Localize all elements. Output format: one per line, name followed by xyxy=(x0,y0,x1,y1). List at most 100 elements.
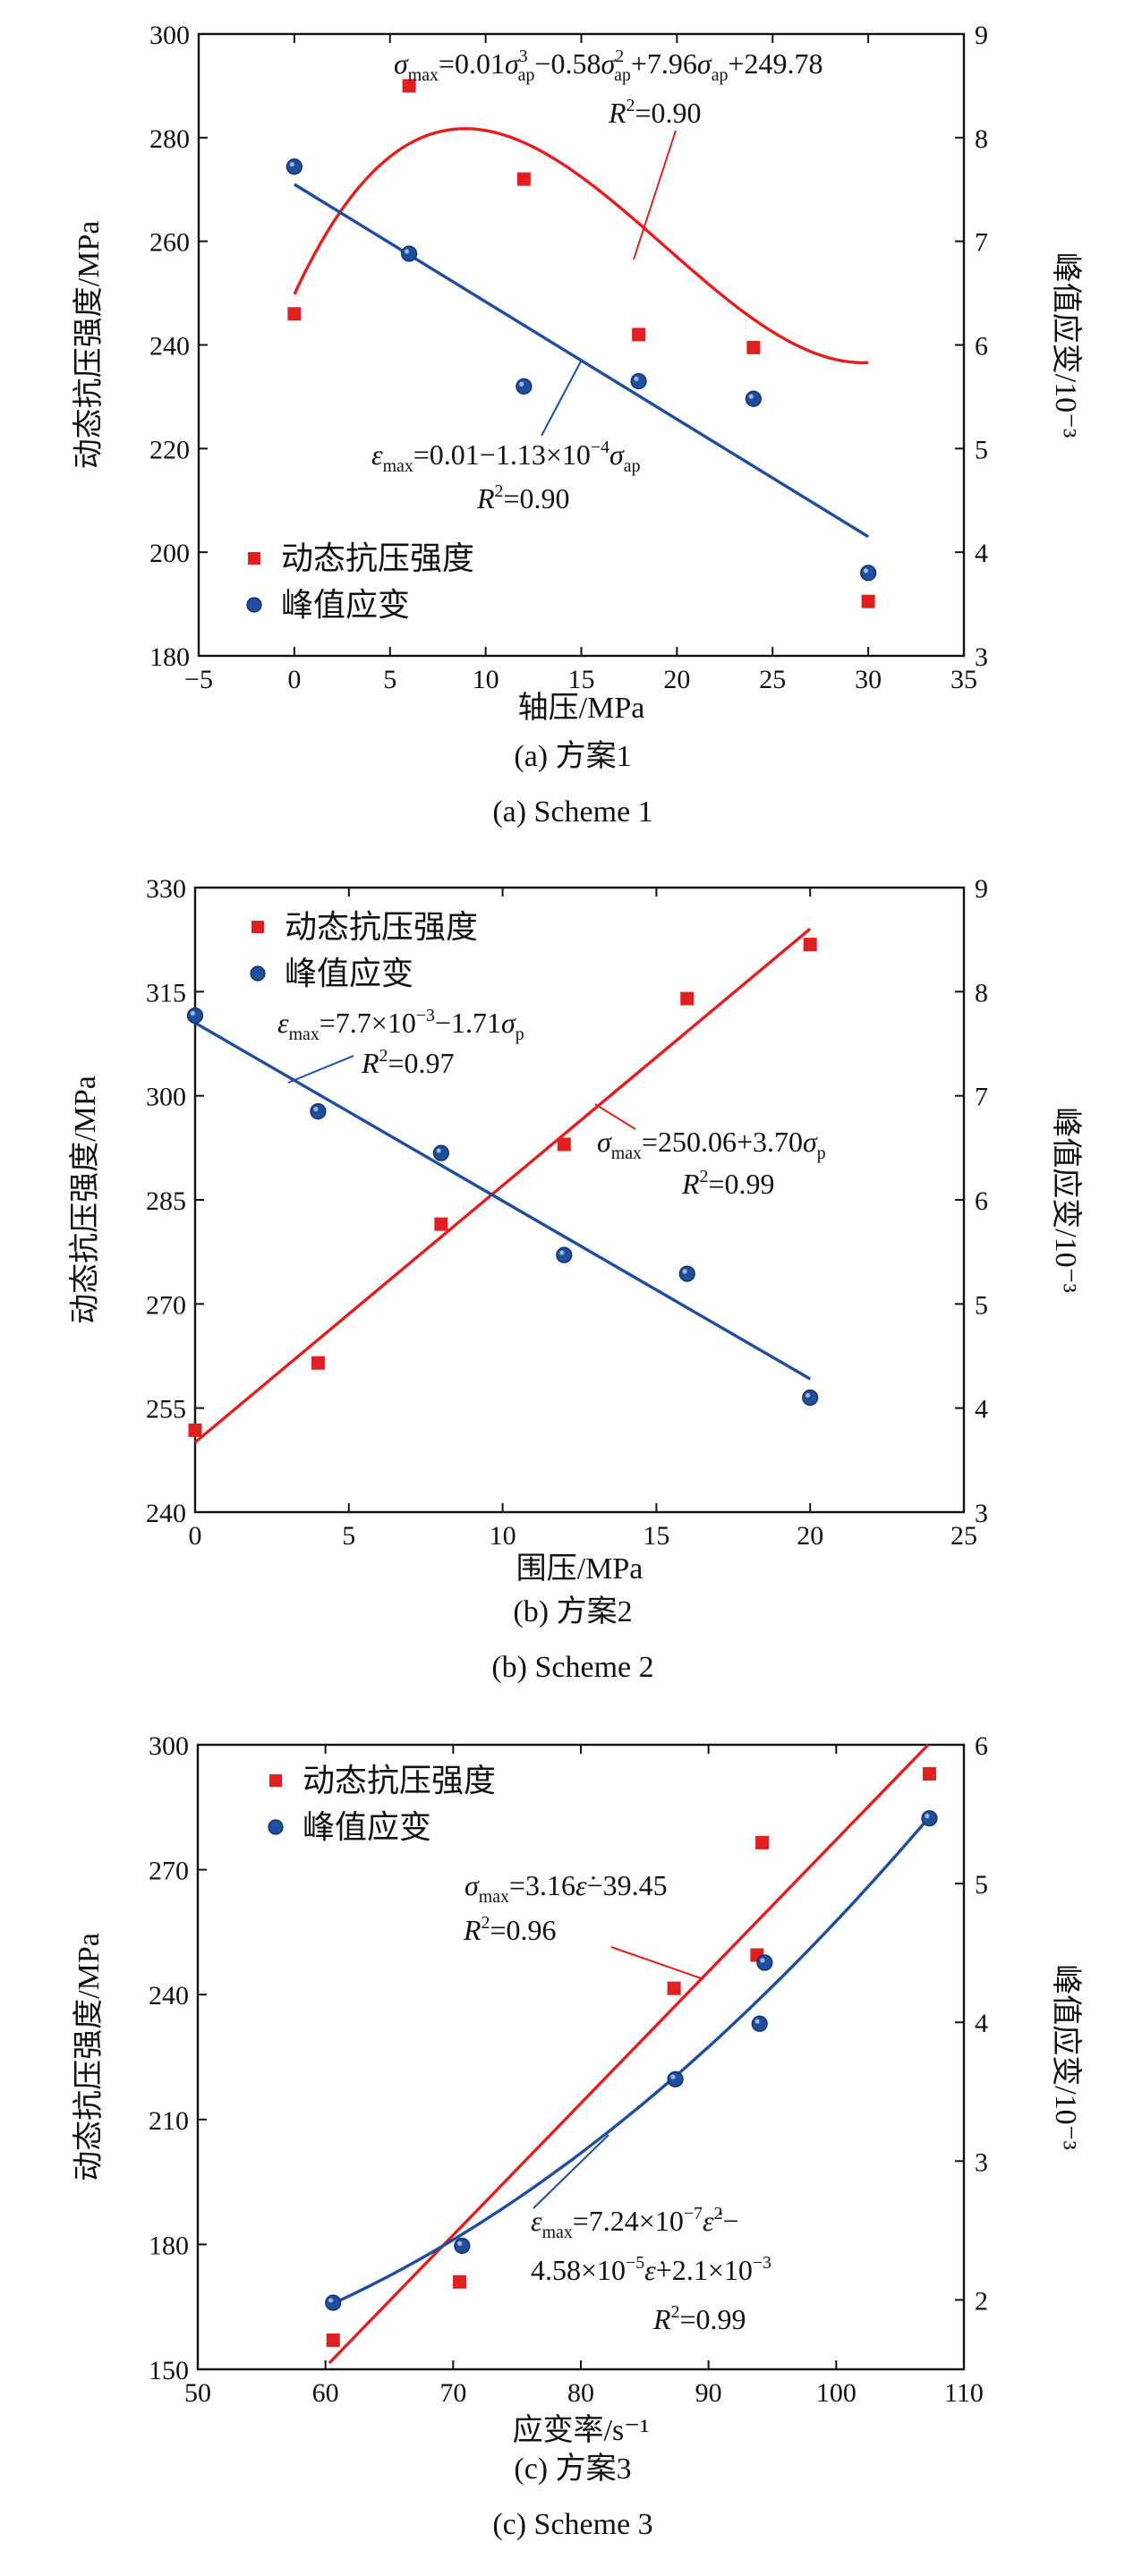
fit-equation-line-2: R2=0.99 xyxy=(681,1167,775,1200)
strength-data-point xyxy=(922,1767,936,1781)
x-tick-label: 15 xyxy=(643,1521,669,1551)
x-tick-label: 25 xyxy=(950,1521,977,1551)
y2-axis-label: 峰值应变/10⁻³ xyxy=(1049,1107,1083,1293)
strain-data-point-highlight xyxy=(805,1392,811,1399)
y2-tick-label: 4 xyxy=(975,2009,988,2038)
y-tick-label: 210 xyxy=(149,2106,189,2136)
y2-tick-label: 2 xyxy=(975,2286,988,2316)
strain-data-point xyxy=(556,1246,573,1263)
x-tick-label: 10 xyxy=(490,1521,516,1551)
legend-strain-marker xyxy=(250,965,266,982)
strain-data-point-highlight xyxy=(760,1958,765,1963)
strength-fit-line xyxy=(193,927,812,1444)
strain-data-point xyxy=(286,158,303,175)
legend-strength-marker xyxy=(251,921,264,933)
x-tick-label: 20 xyxy=(797,1521,823,1551)
y-tick-label: 220 xyxy=(149,435,190,464)
y-tick-label: 300 xyxy=(149,1731,189,1761)
x-axis-label: 围压/MPa xyxy=(516,1552,643,1586)
strain-data-point-highlight xyxy=(925,1814,930,1819)
y-tick-label: 280 xyxy=(149,124,190,154)
strain-data-point xyxy=(860,565,877,582)
strain-data-point xyxy=(802,1389,819,1407)
y-tick-label: 300 xyxy=(149,21,190,50)
fit-equation-line-1: εmax=7.7×10−3−1.71σp xyxy=(277,1006,524,1044)
strength-data-point xyxy=(434,1217,448,1231)
panel-caption-cn: (a) 方案1 xyxy=(514,739,631,773)
fit-equation-line-2: R2=0.97 xyxy=(361,1046,455,1079)
strength-fit-line xyxy=(328,1743,930,2365)
strain-fit-line xyxy=(331,1815,931,2306)
fit-equation-line-1: σmax=250.06+3.70σp xyxy=(597,1126,826,1163)
strength-fit-line xyxy=(293,127,869,365)
x-tick-label: 80 xyxy=(567,2378,594,2408)
y-tick-label: 240 xyxy=(149,332,190,361)
strain-data-point xyxy=(667,2070,684,2087)
fit-equation-line-2: R2=0.96 xyxy=(463,1913,557,1946)
x-tick-label: 5 xyxy=(383,665,396,694)
x-tick-label: 110 xyxy=(944,2378,984,2408)
strain-data-point-highlight xyxy=(863,568,869,574)
strain-data-point-highlight xyxy=(682,1269,687,1274)
y2-tick-label: 5 xyxy=(975,435,988,464)
strain-data-point-highlight xyxy=(328,2298,334,2303)
y-tick-label: 270 xyxy=(149,1857,189,1886)
fit-equation-line-2: 4.58×10−5ε̇+2.1×10−3 xyxy=(531,2253,771,2286)
y-axis-label: 动态抗压强度/MPa xyxy=(68,1075,102,1324)
strength-data-point xyxy=(803,938,817,952)
strain-data-point-highlight xyxy=(748,394,754,399)
y-tick-label: 180 xyxy=(149,2231,189,2260)
x-tick-label: 30 xyxy=(855,665,882,694)
legend-strength-label: 动态抗压强度 xyxy=(303,1763,496,1798)
annotation-leader-line xyxy=(610,1946,704,1980)
y-tick-label: 285 xyxy=(146,1186,186,1216)
y2-tick-label: 3 xyxy=(975,642,988,672)
y2-axis-label: 峰值应变/10⁻³ xyxy=(1049,252,1083,438)
strain-data-point xyxy=(516,378,533,395)
legend-strength-marker xyxy=(269,1774,282,1787)
fit-equation-line-2: R2=0.90 xyxy=(608,96,702,129)
strain-data-point-highlight xyxy=(436,1148,441,1153)
y-tick-label: 180 xyxy=(149,642,190,672)
x-tick-label: −5 xyxy=(184,665,213,694)
y2-tick-label: 3 xyxy=(975,2147,988,2177)
strain-data-point xyxy=(432,1144,449,1161)
strain-data-point xyxy=(325,2294,342,2311)
strain-data-point-highlight xyxy=(289,162,294,167)
y-tick-label: 200 xyxy=(149,539,190,568)
strength-data-point xyxy=(326,2333,340,2347)
panel-scheme-1: −5 0 5 10 15 20 25 30 35 180 200 220 240 260 280 300 3 4 5… xyxy=(72,21,1083,829)
x-tick-label: 0 xyxy=(189,1521,202,1551)
y2-tick-label: 5 xyxy=(975,1870,988,1900)
panel-caption-en: (b) Scheme 2 xyxy=(491,1651,653,1684)
y2-tick-label: 4 xyxy=(975,539,988,568)
strain-data-point-highlight xyxy=(190,1010,195,1016)
strain-data-point-highlight xyxy=(313,1106,319,1112)
strength-data-point xyxy=(311,1356,325,1370)
strength-data-point xyxy=(746,340,761,354)
y2-tick-label: 7 xyxy=(975,228,988,258)
strength-data-point xyxy=(680,991,695,1006)
y2-tick-label: 5 xyxy=(975,1290,988,1320)
strain-data-point xyxy=(678,1265,695,1282)
legend-strength-label: 动态抗压强度 xyxy=(281,540,474,576)
y-tick-label: 315 xyxy=(146,978,186,1007)
y2-tick-label: 8 xyxy=(975,124,988,154)
y-axis-label: 动态抗压强度/MPa xyxy=(72,1933,106,2181)
panel-caption-en: (c) Scheme 3 xyxy=(492,2508,652,2541)
strain-fit-line xyxy=(194,1021,812,1381)
x-tick-label: 15 xyxy=(568,665,595,694)
y2-tick-label: 6 xyxy=(975,1731,988,1761)
fit-equation-line-1: εmax=0.01−1.13×10−4σap xyxy=(371,438,641,476)
x-axis-label: 轴压/MPa xyxy=(518,691,645,725)
panel-caption-cn: (b) 方案2 xyxy=(513,1594,632,1628)
annotation-leader-line xyxy=(594,1103,636,1130)
legend-strain-label: 峰值应变 xyxy=(303,1809,431,1845)
y2-tick-label: 6 xyxy=(975,1186,988,1216)
fit-equation-line-1: εmax=7.24×10−7ε̇2− xyxy=(531,2204,739,2242)
strain-data-point-highlight xyxy=(519,381,524,387)
x-axis-label: 应变率/s⁻¹ xyxy=(513,2413,650,2447)
strain-data-point xyxy=(401,245,418,262)
y-axis-label: 动态抗压强度/MPa xyxy=(72,221,106,470)
legend-strength-marker xyxy=(248,552,260,565)
